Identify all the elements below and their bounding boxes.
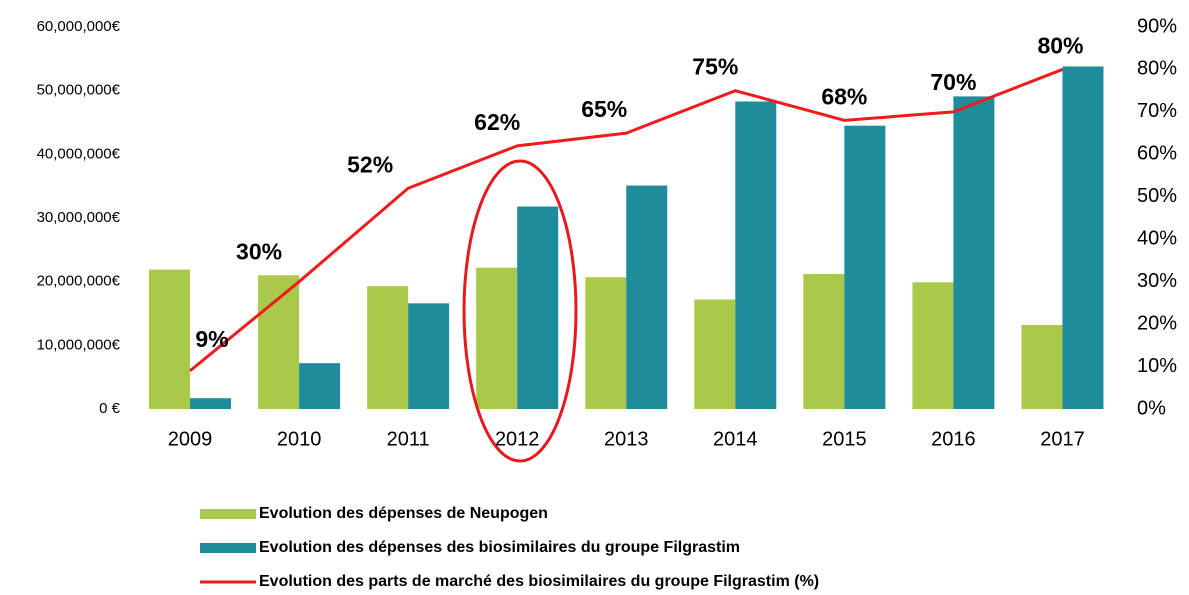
legend-swatch (200, 543, 256, 553)
x-tick-label: 2009 (168, 428, 213, 450)
legend-label: Evolution des parts de marché des biosim… (259, 573, 819, 590)
bar (912, 282, 954, 409)
y2-tick-label: 80% (1137, 58, 1177, 80)
bar (735, 101, 777, 410)
x-tick-label: 2011 (387, 428, 430, 450)
bar (367, 286, 409, 409)
data-label: 68% (821, 83, 867, 109)
y-tick-label: 0 € (99, 400, 121, 417)
bar (585, 277, 627, 409)
data-label: 75% (692, 54, 738, 80)
y-tick-label: 40,000,000€ (37, 145, 121, 162)
legend-swatch (200, 509, 256, 519)
bar (476, 267, 518, 409)
bar (517, 206, 559, 409)
data-label: 62% (474, 109, 520, 135)
y-tick-label: 50,000,000€ (37, 82, 121, 99)
x-tick-label: 2015 (822, 428, 867, 450)
data-label: 9% (195, 326, 228, 352)
data-label: 52% (347, 151, 393, 177)
x-tick-label: 2012 (495, 428, 540, 450)
bar (1062, 66, 1104, 410)
y2-tick-label: 70% (1137, 100, 1177, 122)
bar (953, 96, 995, 409)
y2-tick-label: 10% (1137, 355, 1177, 377)
bar (190, 398, 232, 409)
bar (694, 299, 736, 409)
y2-tick-label: 50% (1137, 185, 1177, 207)
y2-tick-label: 40% (1137, 228, 1177, 250)
x-tick-label: 2014 (713, 428, 758, 450)
x-tick-label: 2013 (604, 428, 649, 450)
bar (803, 274, 845, 409)
bar (258, 275, 300, 409)
y2-tick-label: 30% (1137, 270, 1177, 292)
bar (408, 303, 450, 409)
bar (149, 269, 191, 409)
legend-label: Evolution des dépenses des biosimilaires… (259, 539, 740, 556)
data-label: 30% (236, 239, 282, 265)
y2-tick-label: 0% (1137, 397, 1166, 419)
x-tick-label: 2010 (277, 428, 322, 450)
bar (844, 125, 886, 409)
y-tick-label: 60,000,000€ (37, 18, 121, 35)
data-label: 65% (581, 96, 627, 122)
bar (299, 363, 341, 409)
data-label: 80% (1037, 33, 1083, 59)
bar (1021, 324, 1063, 409)
highlight-ellipse (462, 159, 578, 463)
y-tick-label: 10,000,000€ (37, 336, 121, 353)
legend-label: Evolution des dépenses de Neupogen (259, 505, 548, 522)
data-label: 70% (930, 69, 976, 95)
line (189, 68, 1064, 372)
y2-tick-label: 90% (1137, 15, 1177, 37)
y2-tick-label: 60% (1137, 143, 1177, 165)
x-tick-label: 2016 (931, 428, 976, 450)
y2-tick-label: 20% (1137, 312, 1177, 334)
bar (626, 185, 668, 409)
y-tick-label: 20,000,000€ (37, 273, 121, 290)
x-tick-label: 2017 (1040, 428, 1085, 450)
y-tick-label: 30,000,000€ (37, 209, 121, 226)
